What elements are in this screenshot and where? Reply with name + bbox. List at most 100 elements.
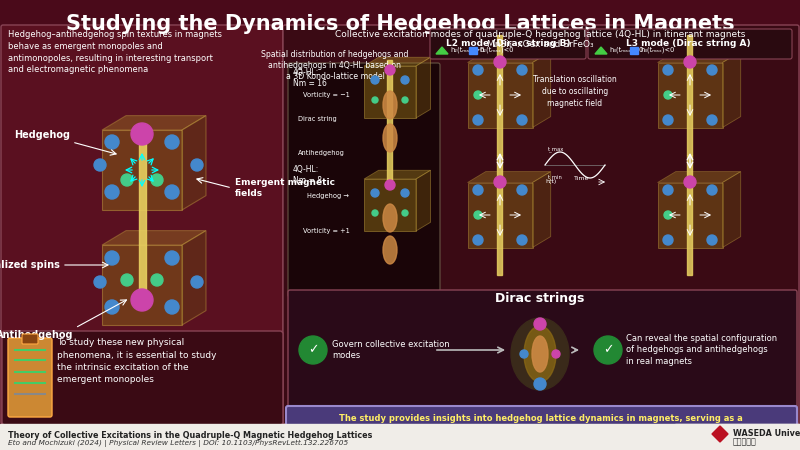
- Circle shape: [191, 159, 203, 171]
- Ellipse shape: [511, 318, 569, 390]
- Polygon shape: [722, 52, 741, 127]
- Circle shape: [131, 289, 153, 311]
- Circle shape: [552, 350, 560, 358]
- Polygon shape: [533, 171, 550, 248]
- Text: 4Q-HL:
Nm = 16: 4Q-HL: Nm = 16: [293, 68, 327, 88]
- Text: Hedgehog: Hedgehog: [14, 130, 70, 140]
- Bar: [139, 135, 146, 290]
- FancyBboxPatch shape: [22, 334, 38, 344]
- Ellipse shape: [383, 91, 397, 119]
- Circle shape: [473, 65, 483, 75]
- Polygon shape: [722, 171, 741, 248]
- Circle shape: [165, 300, 179, 314]
- Circle shape: [372, 210, 378, 216]
- Polygon shape: [416, 170, 430, 231]
- Text: Theory of Collective Excitations in the Quadruple-Q Magnetic Hedgehog Lattices: Theory of Collective Excitations in the …: [8, 431, 372, 440]
- Text: h₃(tₘₐₓ)>0: h₃(tₘₐₓ)>0: [609, 47, 643, 53]
- Circle shape: [151, 174, 163, 186]
- Circle shape: [151, 274, 163, 286]
- FancyBboxPatch shape: [286, 406, 797, 444]
- Text: L3 mode (Dirac string A): L3 mode (Dirac string A): [626, 40, 750, 49]
- Polygon shape: [102, 245, 182, 325]
- Circle shape: [517, 65, 527, 75]
- Circle shape: [663, 185, 673, 195]
- FancyBboxPatch shape: [588, 29, 792, 59]
- Text: Spatial distribution of hedgehogs and
antihedgehogs in 4Q-HL based on
a 3D Kondo: Spatial distribution of hedgehogs and an…: [262, 50, 409, 81]
- Bar: [675, 424, 800, 450]
- Polygon shape: [416, 57, 430, 118]
- FancyBboxPatch shape: [288, 290, 797, 412]
- Polygon shape: [533, 52, 550, 127]
- FancyBboxPatch shape: [2, 331, 283, 425]
- Circle shape: [494, 56, 506, 68]
- Text: h₂(tₘₐₓ)<0: h₂(tₘₐₓ)<0: [479, 47, 514, 53]
- Circle shape: [684, 56, 696, 68]
- Text: Vorticity = −1: Vorticity = −1: [303, 92, 350, 98]
- Circle shape: [105, 185, 119, 199]
- Circle shape: [105, 251, 119, 265]
- Text: Govern collective excitation
modes: Govern collective excitation modes: [332, 340, 450, 360]
- Text: MnSi₁₋xGex and SrFeO₃: MnSi₁₋xGex and SrFeO₃: [486, 40, 594, 49]
- Polygon shape: [467, 183, 533, 248]
- Text: ✓: ✓: [308, 343, 318, 356]
- Circle shape: [473, 115, 483, 125]
- Circle shape: [473, 185, 483, 195]
- Text: Vorticity = +1: Vorticity = +1: [303, 228, 350, 234]
- FancyBboxPatch shape: [288, 63, 440, 297]
- Polygon shape: [364, 57, 430, 66]
- Bar: [497, 155, 502, 275]
- Text: ✓: ✓: [602, 343, 614, 356]
- Polygon shape: [658, 183, 722, 248]
- Circle shape: [372, 97, 378, 103]
- Text: Dirac string: Dirac string: [298, 116, 337, 122]
- Circle shape: [663, 65, 673, 75]
- Circle shape: [534, 378, 546, 390]
- Text: Antihedgehog: Antihedgehog: [0, 330, 73, 340]
- Circle shape: [165, 251, 179, 265]
- Polygon shape: [182, 116, 206, 210]
- Polygon shape: [102, 230, 206, 245]
- Circle shape: [191, 276, 203, 288]
- Circle shape: [94, 159, 106, 171]
- Bar: [0, 424, 800, 450]
- Text: Studying the Dynamics of Hedgehog Lattices in Magnets: Studying the Dynamics of Hedgehog Lattic…: [66, 14, 734, 34]
- Text: Translation oscillation
due to oscillating
magnetic field: Translation oscillation due to oscillati…: [533, 75, 617, 108]
- Text: Emergent magnetic
fields: Emergent magnetic fields: [235, 178, 335, 198]
- Text: t_min: t_min: [548, 174, 563, 180]
- Text: h₂(tₘₐₓ)>0: h₂(tₘₐₓ)>0: [450, 47, 485, 53]
- Polygon shape: [436, 47, 448, 54]
- Circle shape: [165, 135, 179, 149]
- Bar: [687, 35, 692, 155]
- Text: To study these new physical
phenomena, it is essential to study
the intrinsic ex: To study these new physical phenomena, i…: [57, 338, 217, 384]
- Circle shape: [299, 336, 327, 364]
- FancyBboxPatch shape: [8, 338, 52, 417]
- Ellipse shape: [383, 236, 397, 264]
- Bar: [687, 155, 692, 275]
- Circle shape: [684, 176, 696, 188]
- Text: Eto and Mochizuki (2024) | Physical Review Letters | DOI: 10.1103/PhysRevLett.13: Eto and Mochizuki (2024) | Physical Revi…: [8, 440, 348, 447]
- Circle shape: [165, 185, 179, 199]
- Ellipse shape: [383, 124, 397, 152]
- FancyBboxPatch shape: [430, 29, 586, 59]
- Circle shape: [664, 211, 672, 219]
- Circle shape: [517, 185, 527, 195]
- Bar: [630, 47, 638, 54]
- Circle shape: [402, 210, 408, 216]
- Ellipse shape: [383, 204, 397, 232]
- Polygon shape: [364, 179, 416, 231]
- Polygon shape: [467, 52, 550, 63]
- Polygon shape: [658, 63, 722, 127]
- Ellipse shape: [524, 326, 556, 382]
- Circle shape: [663, 115, 673, 125]
- Circle shape: [94, 276, 106, 288]
- Circle shape: [371, 189, 379, 197]
- Circle shape: [520, 350, 528, 358]
- Circle shape: [594, 336, 622, 364]
- Text: t_max: t_max: [548, 146, 564, 152]
- Text: Time: Time: [574, 176, 590, 181]
- Circle shape: [402, 97, 408, 103]
- Circle shape: [707, 115, 717, 125]
- Text: WASEDA University: WASEDA University: [733, 428, 800, 437]
- Polygon shape: [364, 66, 416, 118]
- Circle shape: [105, 135, 119, 149]
